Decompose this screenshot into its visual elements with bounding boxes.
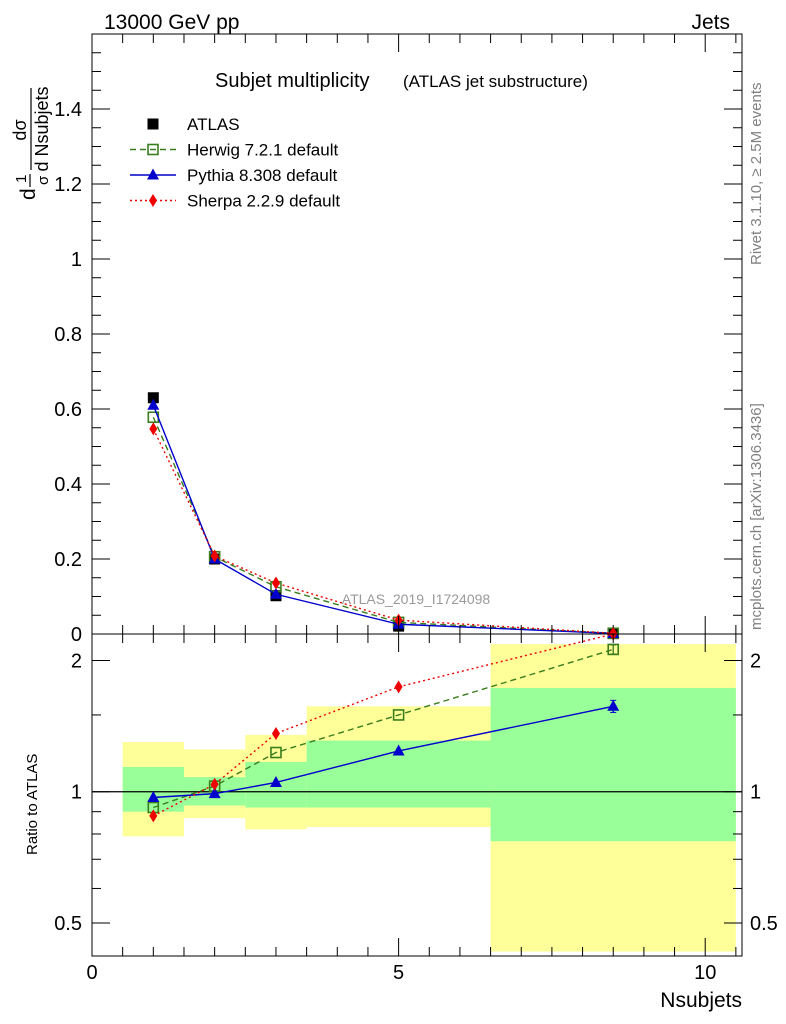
ratio-data-point xyxy=(607,643,620,656)
ratio-panel: 0.5 0.5 1 1 2 2 0 5 10 Ratio to ATLAS Nsubjets xyxy=(24,627,778,1012)
ratio-ytick-label: 2 xyxy=(71,650,82,672)
legend: ATLAS Herwig 7.2.1 default Pythia 8.308 de… xyxy=(130,115,340,211)
ratio-data-point xyxy=(607,699,620,711)
ratio-data-point xyxy=(392,744,405,756)
ratio-plot-area xyxy=(92,627,742,952)
ratio-data-point xyxy=(147,790,160,802)
ratio-ytick-label: 1 xyxy=(71,782,82,804)
ratio-frame xyxy=(91,633,743,957)
legend-label: ATLAS xyxy=(187,115,240,134)
main-ytick-label: 0.6 xyxy=(54,399,82,421)
main-ytick-label: 1.2 xyxy=(54,174,82,196)
legend-marker xyxy=(147,168,159,180)
main-axis-ticks: 0 0.2 0.4 0.6 0.8 1 1.2 1.4 xyxy=(54,34,742,646)
main-panel: 0 0.2 0.4 0.6 0.8 1 1.2 1.4 Subjet multiplicity… xyxy=(10,33,743,646)
header-left: 13000 GeV pp xyxy=(104,11,239,34)
legend-marker xyxy=(147,118,159,130)
xtick-label: 10 xyxy=(694,962,716,984)
ratio-y-label: Ratio to ATLAS xyxy=(24,754,41,855)
chart-subtitle: (ATLAS jet substructure) xyxy=(403,72,588,91)
legend-marker xyxy=(149,194,157,207)
legend-label: Sherpa 2.2.9 default xyxy=(187,192,340,211)
ratio-data-point xyxy=(149,809,158,823)
ratio-data-point xyxy=(208,787,221,799)
ratio-band-stat xyxy=(490,687,736,842)
main-ytick-label: 0 xyxy=(71,624,82,646)
ratio-data-point xyxy=(271,726,280,740)
rivet-label: Rivet 3.1.10, ≥ 2.5M events xyxy=(748,83,765,266)
ylabel-d: d xyxy=(17,188,40,200)
ratio-series-line xyxy=(152,633,614,817)
ylabel-frac1-den: σ xyxy=(35,175,52,185)
ratio-axis-ticks: 0.5 0.5 1 1 2 2 0 5 10 xyxy=(54,634,778,984)
ratio-ytick-label-right: 0.5 xyxy=(750,913,778,935)
ratio-ytick-label-right: 1 xyxy=(750,782,761,804)
ratio-ytick-label: 0.5 xyxy=(54,913,82,935)
ratio-data-point xyxy=(270,746,282,759)
ratio-data-point xyxy=(210,777,219,791)
ratio-ytick-label-right: 2 xyxy=(750,650,761,672)
chart-title: Subjet multiplicity xyxy=(215,70,370,92)
x-axis-label: Nsubjets xyxy=(660,989,742,1012)
main-ytick-label: 0.2 xyxy=(54,549,82,571)
ratio-data-point xyxy=(269,775,282,787)
legend-label: Herwig 7.2.1 default xyxy=(187,141,338,160)
ylabel-frac1-num: 1 xyxy=(13,175,30,183)
data-point xyxy=(147,392,159,404)
main-ytick-label: 1 xyxy=(71,249,82,271)
watermark: ATLAS_2019_I1724098 xyxy=(342,591,491,607)
data-point xyxy=(269,587,282,599)
mcplots-label: mcplots.cern.ch [arXiv:1306.3436] xyxy=(748,403,765,630)
ratio-data-point xyxy=(392,709,405,721)
data-point xyxy=(210,549,219,563)
xtick-label: 0 xyxy=(86,962,97,984)
ratio-band-stat xyxy=(122,766,184,812)
ratio-data-point xyxy=(394,680,403,694)
main-ytick-label: 0.4 xyxy=(54,474,82,496)
xtick-label: 5 xyxy=(393,962,404,984)
legend-label: Pythia 8.308 default xyxy=(187,166,338,185)
ratio-series-line xyxy=(153,648,614,809)
data-point xyxy=(149,422,158,436)
main-y-label: d 1 σ dσ d Nsubjets xyxy=(10,86,52,200)
legend-marker xyxy=(147,143,159,156)
ylabel-frac2-den: d Nsubjets xyxy=(32,86,52,171)
series-3 xyxy=(149,422,618,640)
header-right: Jets xyxy=(691,11,730,34)
main-ytick-label: 0.8 xyxy=(54,324,82,346)
main-ytick-label: 1.4 xyxy=(54,99,82,121)
ylabel-frac2-num: dσ xyxy=(10,119,30,140)
data-point xyxy=(147,398,160,410)
data-point xyxy=(271,576,280,590)
